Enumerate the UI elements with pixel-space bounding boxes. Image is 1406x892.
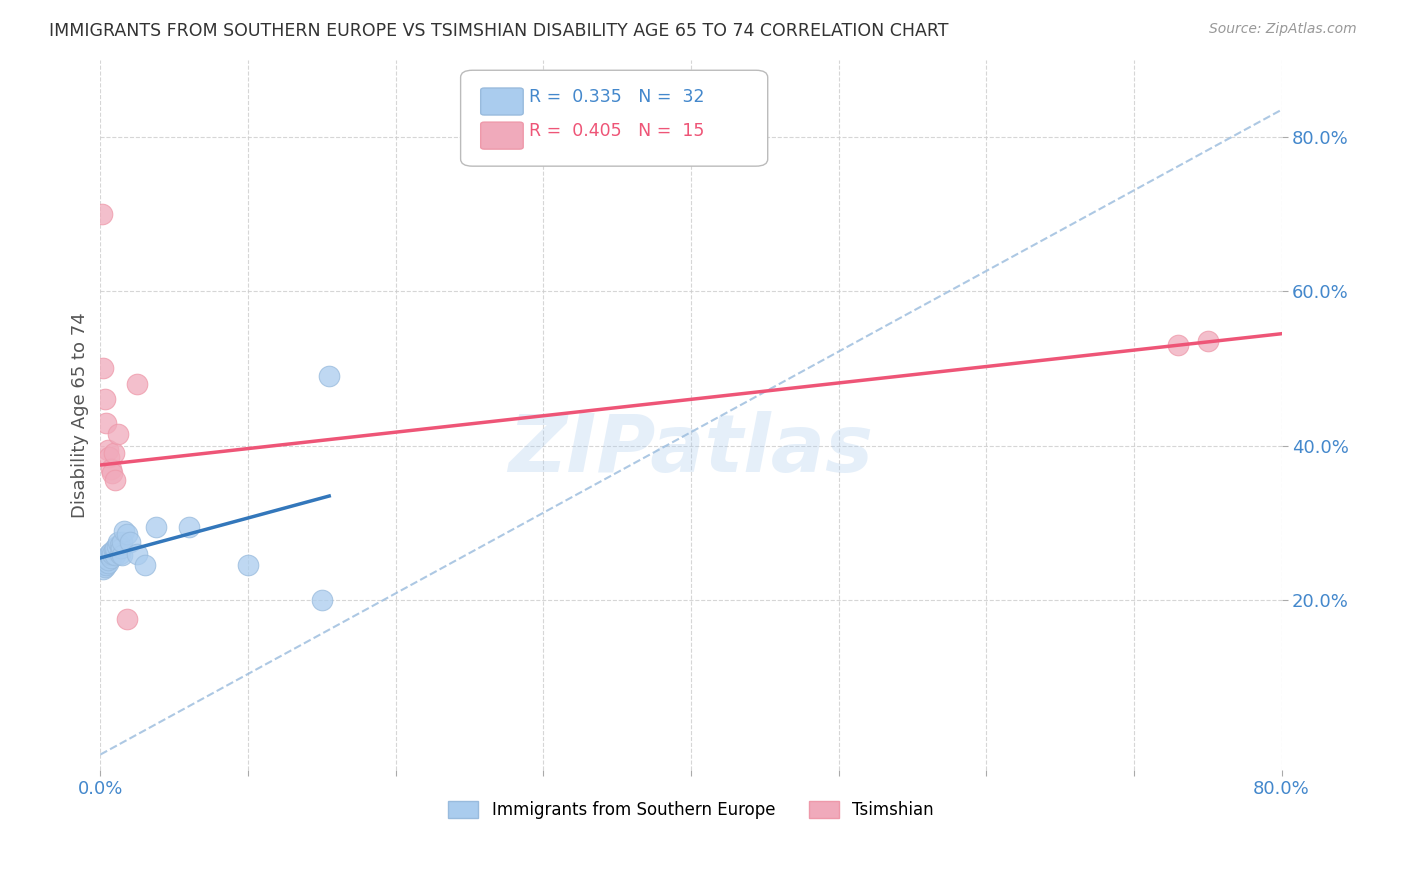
Point [104,549,127,563]
Point [97,553,120,567]
Point [103,543,125,558]
Point [100,462,122,476]
Point [101,466,124,480]
Point [91,556,114,570]
Point [97,442,120,457]
Point [98,549,121,563]
Text: ZIPatlas: ZIPatlas [509,411,873,490]
Point [134,558,156,573]
Point [127,376,149,391]
Point [108,537,131,551]
Text: IMMIGRANTS FROM SOUTHERN EUROPE VS TSIMSHIAN DISABILITY AGE 65 TO 74 CORRELATION: IMMIGRANTS FROM SOUTHERN EUROPE VS TSIMS… [49,22,949,40]
Point [104,541,127,555]
Point [110,541,132,555]
Point [90,207,112,221]
Point [111,535,134,549]
Point [115,527,138,541]
Point [96,558,118,573]
Point [91,562,114,576]
Point [318,369,340,384]
Point [111,549,134,563]
Point [145,520,167,534]
Point [107,535,129,549]
Point [177,520,200,534]
Point [98,547,121,561]
Point [98,450,121,465]
Text: R =  0.405   N =  15: R = 0.405 N = 15 [529,122,704,140]
Point [1197,334,1219,349]
Point [90,558,112,573]
Point [96,550,118,565]
FancyBboxPatch shape [461,70,768,166]
FancyBboxPatch shape [481,88,523,115]
Text: Source: ZipAtlas.com: Source: ZipAtlas.com [1209,22,1357,37]
Text: R =  0.335   N =  32: R = 0.335 N = 32 [529,88,704,106]
Point [127,547,149,561]
Point [97,556,120,570]
Legend: Immigrants from Southern Europe, Tsimshian: Immigrants from Southern Europe, Tsimshi… [441,794,941,826]
Point [101,547,124,561]
Point [100,550,122,565]
Y-axis label: Disability Age 65 to 74: Disability Age 65 to 74 [72,312,89,517]
Point [96,416,118,430]
Point [107,427,129,442]
Point [94,560,117,574]
Point [108,547,131,561]
Point [100,545,122,559]
Point [94,554,117,568]
Point [236,558,259,573]
FancyBboxPatch shape [481,122,523,149]
Point [1167,338,1189,352]
Point [112,524,135,538]
Point [91,361,114,376]
Point [103,446,125,460]
Point [311,593,333,607]
Point [104,474,127,488]
Point [118,535,141,549]
Point [105,539,128,553]
Point [94,392,117,407]
Point [115,612,138,626]
